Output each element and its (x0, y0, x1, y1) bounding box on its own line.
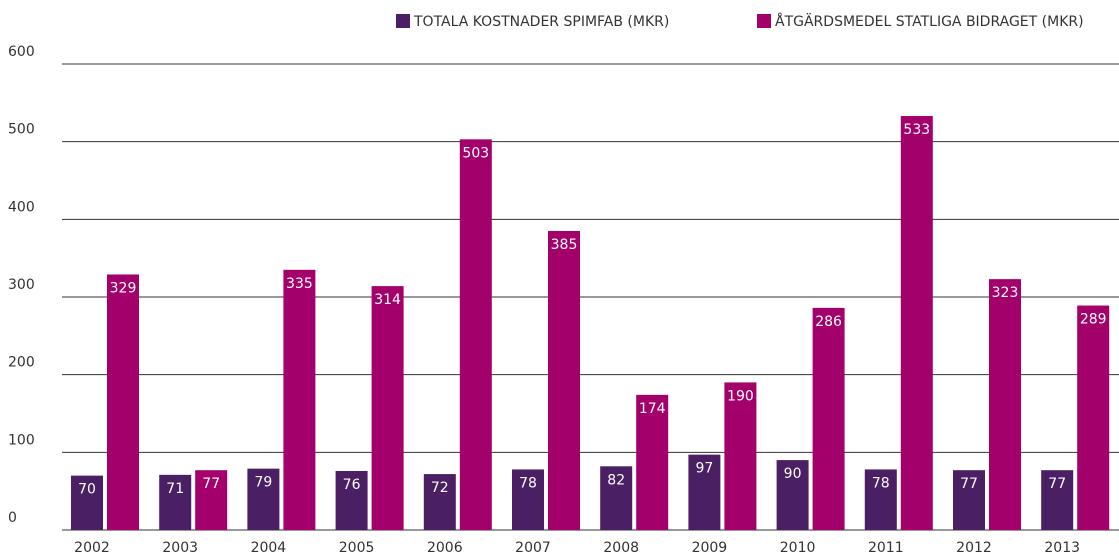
bar (1041, 470, 1074, 530)
bar (107, 274, 139, 530)
y-tick-label: 500 (8, 122, 35, 138)
bar (636, 394, 669, 530)
bar (459, 139, 492, 530)
bar (195, 470, 228, 530)
value-label: 286 (815, 314, 842, 330)
bar (600, 466, 633, 530)
value-label: 78 (519, 475, 537, 491)
bar (371, 286, 404, 530)
value-label: 76 (343, 477, 361, 493)
value-label: 289 (1080, 312, 1107, 328)
bar (1077, 305, 1110, 530)
bar (812, 307, 845, 530)
value-label: 533 (903, 122, 930, 138)
x-tick-label: 2012 (956, 540, 992, 556)
bar (989, 279, 1021, 530)
value-label: 385 (551, 237, 578, 253)
legend-label: TOTALA KOSTNADER SPIMFAB (MKR) (413, 14, 669, 30)
value-label: 82 (607, 472, 625, 488)
value-label: 329 (110, 280, 137, 296)
value-label: 503 (462, 145, 489, 161)
y-tick-label: 0 (8, 510, 17, 526)
value-label: 70 (78, 482, 96, 498)
bar (724, 382, 757, 530)
legend-label: ÅTGÄRDSMEDEL STATLIGA BIDRAGET (MKR) (775, 12, 1084, 30)
x-tick-label: 2006 (427, 540, 463, 556)
bar (900, 116, 933, 530)
bar (71, 475, 103, 530)
value-label: 77 (960, 476, 978, 492)
x-tick-label: 2008 (603, 540, 639, 556)
x-tick-label: 2002 (74, 540, 110, 556)
value-label: 79 (254, 475, 272, 491)
bar (159, 474, 192, 530)
y-tick-label: 200 (8, 355, 35, 371)
value-label: 314 (374, 292, 401, 308)
bar (335, 470, 368, 530)
value-label: 77 (202, 476, 220, 492)
value-label: 323 (992, 285, 1019, 301)
x-tick-label: 2011 (868, 540, 904, 556)
value-label: 72 (431, 480, 449, 496)
x-tick-label: 2010 (780, 540, 816, 556)
legend-swatch (396, 14, 410, 28)
x-tick-label: 2009 (692, 540, 728, 556)
value-label: 78 (872, 475, 890, 491)
bar (283, 269, 316, 530)
bar (423, 474, 456, 530)
bar (864, 469, 897, 530)
value-label: 71 (166, 481, 184, 497)
bar (776, 460, 809, 530)
x-tick-label: 2005 (339, 540, 375, 556)
x-tick-label: 2013 (1044, 540, 1080, 556)
y-tick-label: 400 (8, 199, 35, 215)
bar (548, 230, 580, 530)
x-tick-label: 2007 (515, 540, 551, 556)
bar (688, 454, 721, 530)
value-label: 190 (727, 388, 754, 404)
value-label: 77 (1048, 476, 1066, 492)
y-tick-label: 600 (8, 44, 35, 60)
value-label: 97 (695, 461, 713, 477)
legend-swatch (757, 14, 771, 28)
x-tick-label: 2004 (251, 540, 287, 556)
x-tick-label: 2003 (162, 540, 198, 556)
y-tick-label: 300 (8, 277, 35, 293)
bar (953, 470, 985, 530)
value-label: 174 (639, 401, 666, 417)
value-label: 335 (286, 276, 313, 292)
value-label: 90 (784, 466, 802, 482)
y-tick-label: 100 (8, 432, 35, 448)
bar (512, 469, 544, 530)
bar (247, 468, 280, 530)
